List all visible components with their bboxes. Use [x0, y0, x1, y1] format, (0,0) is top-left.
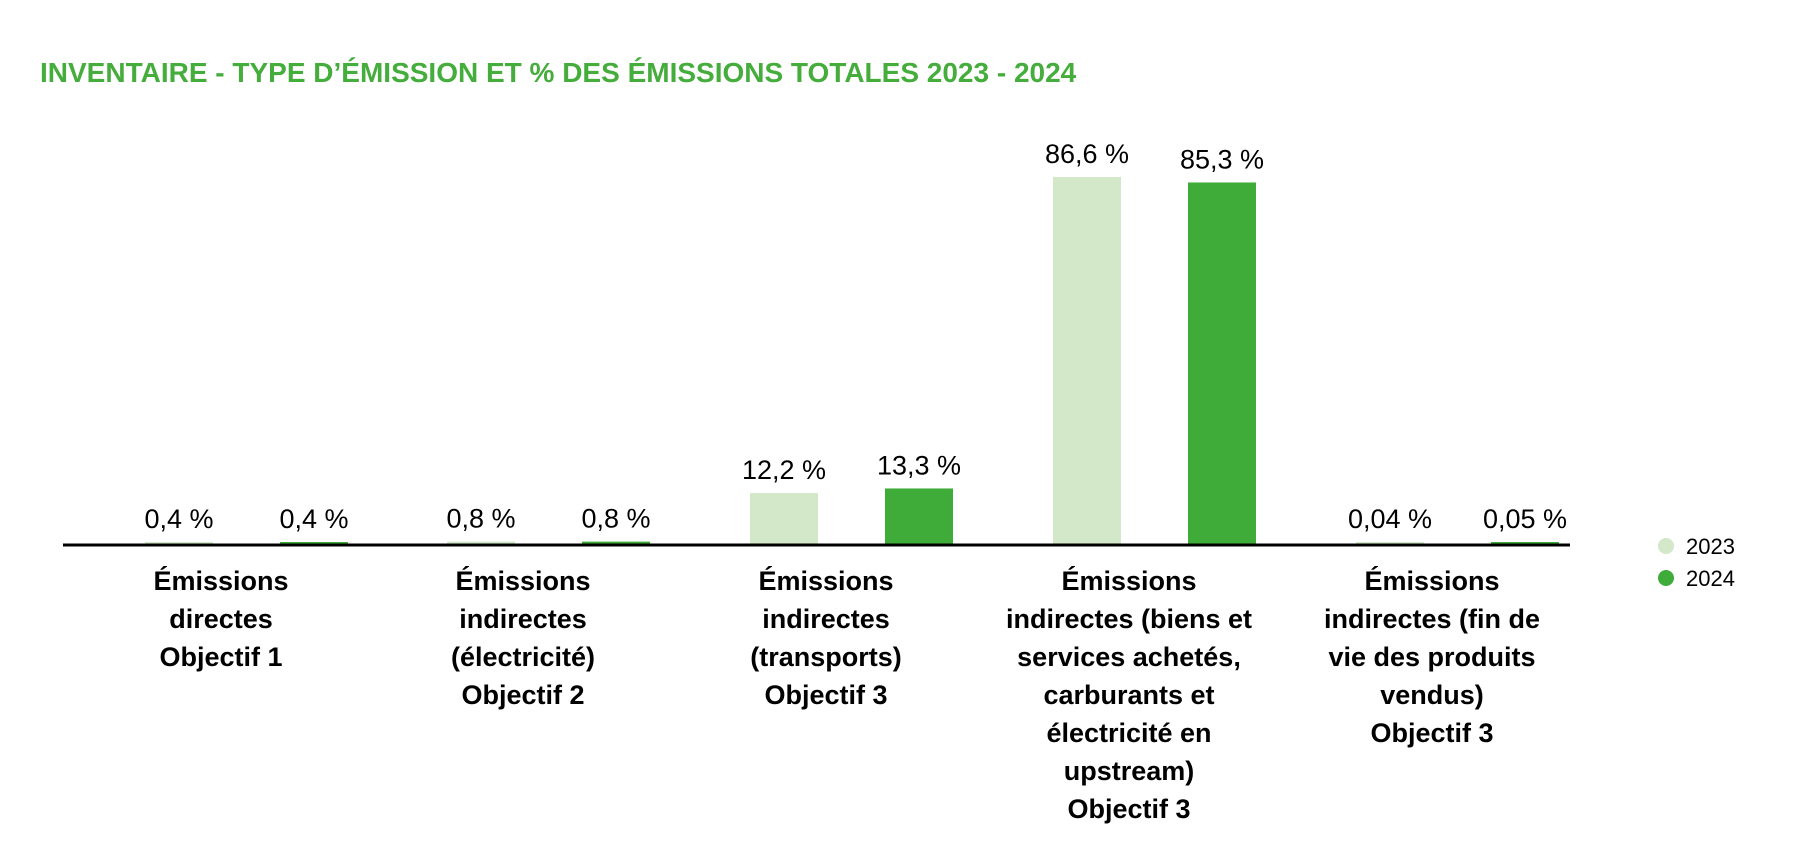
data-label-2023-3: 12,2 % [742, 455, 826, 485]
category-label-3: Émissions indirectes (transports) Objectif … [750, 565, 902, 710]
data-label-2023-1: 0,4 % [144, 504, 213, 534]
category-label-line: (électricité) [451, 642, 595, 672]
category-label-line: Objectif 3 [1067, 794, 1190, 824]
category-label-line: carburants et [1043, 680, 1214, 710]
chart-title: INVENTAIRE - TYPE D’ÉMISSION ET % DES ÉM… [40, 57, 1077, 88]
bar-2024-3 [885, 488, 953, 545]
category-labels-layer: Émissions directes Objectif 1 Émissions indi… [153, 565, 1540, 824]
legend-label: 2023 [1686, 534, 1735, 559]
category-label-line: upstream) [1064, 756, 1195, 786]
value-labels-layer: 0,4 % 0,8 % 12,2 % 86,6 % 0,04 % 0,4 % 0,8 % 13… [144, 139, 1567, 534]
bar-2024-4 [1188, 182, 1256, 545]
category-label-line: directes [169, 604, 273, 634]
data-label-2024-3: 13,3 % [877, 450, 961, 480]
data-label-2023-2: 0,8 % [446, 504, 515, 534]
category-label-5: Émissions indirectes (fin de vie des produ… [1324, 565, 1540, 748]
category-label-line: Émissions [455, 565, 590, 596]
category-label-line: indirectes [459, 604, 587, 634]
category-label-line: Émissions [1061, 565, 1196, 596]
data-label-2024-5: 0,05 % [1483, 504, 1567, 534]
category-label-line: Objectif 3 [1370, 718, 1493, 748]
data-label-2024-4: 85,3 % [1180, 144, 1264, 174]
category-label-4: Émissions indirectes (biens et services ac… [1006, 565, 1252, 824]
legend-label: 2024 [1686, 566, 1735, 591]
bar-2024-2 [582, 541, 650, 545]
category-label-line: indirectes (biens et [1006, 604, 1252, 634]
legend-item-2023: 2023 [1658, 534, 1735, 559]
bar-2023-4 [1053, 176, 1121, 545]
legend: 2023 2024 [1658, 534, 1735, 591]
category-label-1: Émissions directes Objectif 1 [153, 565, 288, 672]
legend-marker [1658, 570, 1674, 586]
bar-2023-2 [447, 541, 515, 545]
category-label-line: vendus) [1380, 680, 1484, 710]
category-label-line: Émissions [758, 565, 893, 596]
category-label-2: Émissions indirectes (électricité) Objectif… [451, 565, 595, 710]
category-label-line: Objectif 2 [461, 680, 584, 710]
data-label-2024-1: 0,4 % [279, 504, 348, 534]
bars-layer [145, 176, 1559, 545]
category-label-line: Émissions [153, 565, 288, 596]
category-label-line: services achetés, [1017, 642, 1241, 672]
category-label-line: indirectes [762, 604, 890, 634]
category-label-line: Objectif 1 [159, 642, 282, 672]
category-label-line: Objectif 3 [764, 680, 887, 710]
category-label-line: Émissions [1364, 565, 1499, 596]
bar-2023-3 [750, 493, 818, 545]
category-label-line: (transports) [750, 642, 902, 672]
legend-marker [1658, 538, 1674, 554]
legend-item-2024: 2024 [1658, 566, 1735, 591]
data-label-2024-2: 0,8 % [581, 504, 650, 534]
data-label-2023-5: 0,04 % [1348, 504, 1432, 534]
category-label-line: indirectes (fin de [1324, 604, 1540, 634]
data-label-2023-4: 86,6 % [1045, 139, 1129, 169]
category-label-line: vie des produits [1328, 642, 1535, 672]
category-label-line: électricité en [1046, 718, 1211, 748]
